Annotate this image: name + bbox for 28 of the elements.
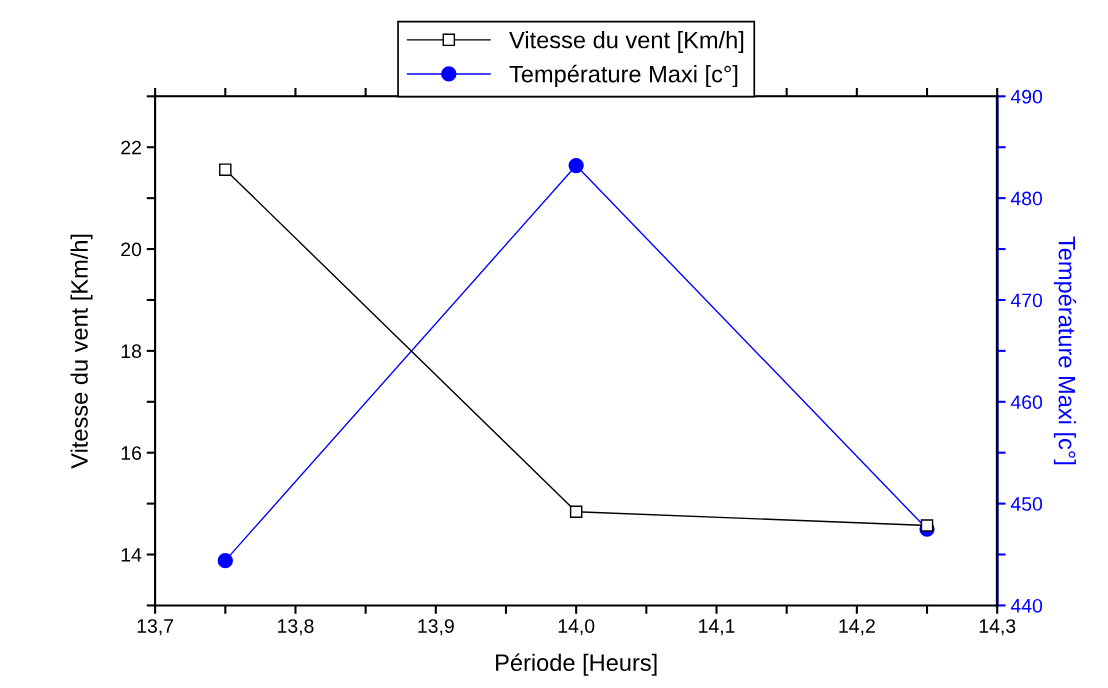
y-tick-label: 16	[121, 446, 142, 460]
y-tick-label: 18	[121, 344, 142, 359]
y2-axis-title: Température Maxi [c°]	[1053, 236, 1077, 465]
point	[217, 552, 233, 569]
x-tick-label: 14,1	[699, 619, 735, 636]
point	[569, 505, 583, 519]
x-tick-label: 13,8	[278, 619, 314, 636]
y2-tick-label: 440	[1010, 598, 1043, 613]
point	[920, 519, 934, 532]
y-tick-label: 20	[121, 242, 142, 257]
x-tick-label: 13,7	[137, 619, 174, 636]
y2-tick-label: 450	[1010, 497, 1043, 511]
y-tick-label: 14	[121, 548, 142, 562]
y2-tick-label: 460	[1010, 395, 1043, 410]
legend-label: Température Maxi [c°]	[509, 64, 738, 88]
y-tick-label: 22	[121, 140, 141, 155]
y-axis-title: Vitesse du vent [Km/h]	[70, 234, 93, 469]
x-tick-label: 14,3	[979, 619, 1016, 636]
point	[219, 163, 232, 176]
point	[568, 157, 584, 174]
y2-tick-label: 470	[1010, 293, 1043, 308]
y2-tick-label: 490	[1010, 89, 1043, 104]
legend-label: Vitesse du vent [Km/h]	[509, 31, 744, 54]
x-tick-label: 13,9	[418, 619, 454, 636]
y2-tick-label: 480	[1010, 191, 1043, 206]
x-axis-title: Période [Heurs]	[496, 653, 657, 676]
x-tick-label: 14,0	[558, 619, 595, 636]
x-tick-label: 14,2	[839, 619, 875, 636]
